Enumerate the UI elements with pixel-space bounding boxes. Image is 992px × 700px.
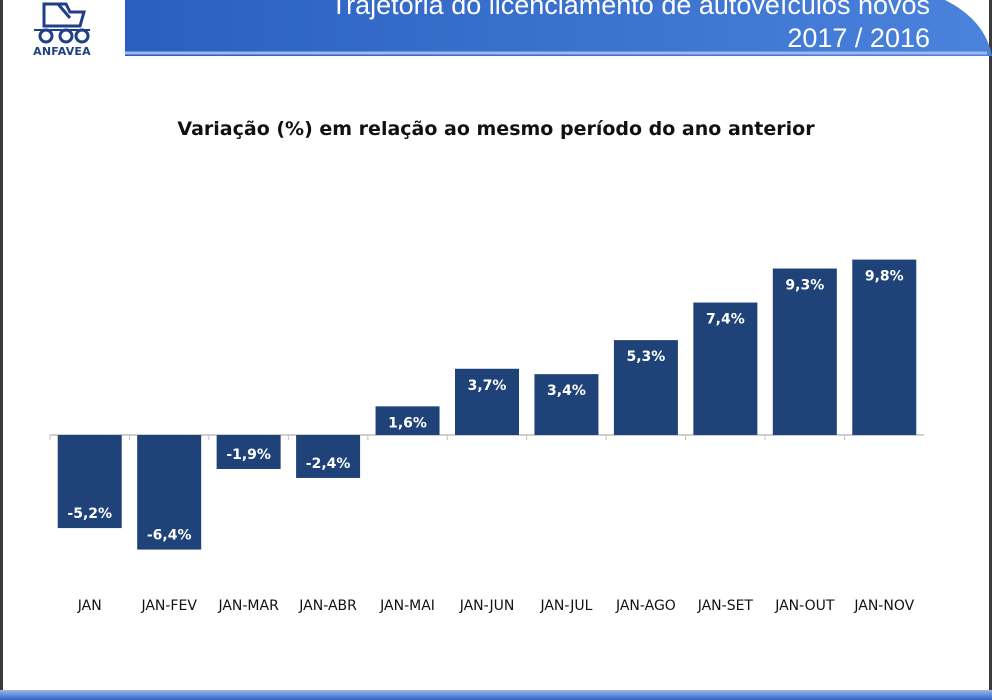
anfavea-logo: ANFAVEA	[30, 0, 94, 62]
bottom-band	[0, 690, 992, 700]
category-label: JAN-OUT	[774, 598, 835, 614]
category-label: JAN-AGO	[615, 598, 676, 614]
data-label: -6,4%	[147, 528, 192, 544]
category-label: JAN	[77, 598, 102, 614]
bar-jan-mai	[375, 406, 440, 435]
bar-jan-nov	[852, 259, 917, 435]
frame-left-border	[0, 0, 3, 700]
bar-jan-out	[772, 268, 837, 435]
category-label: JAN-JUN	[459, 598, 515, 614]
data-label: 1,6%	[388, 415, 427, 431]
frame-right-border	[989, 0, 992, 700]
category-label: JAN-NOV	[853, 598, 914, 614]
page-subtitle: 2017 / 2016	[787, 23, 930, 53]
bar-jan-jul	[534, 374, 599, 435]
data-label: 3,7%	[468, 378, 507, 394]
category-label: JAN-MAR	[217, 598, 279, 614]
data-label: 5,3%	[626, 349, 665, 365]
data-label: -5,2%	[67, 506, 112, 522]
bar-jan-ago	[613, 340, 678, 435]
truck-icon	[34, 2, 90, 44]
bar-jan-set	[693, 302, 758, 435]
data-label: 9,8%	[865, 269, 904, 285]
data-label: 7,4%	[706, 312, 745, 328]
category-label: JAN-JUL	[539, 598, 592, 614]
bar-jan-fev	[137, 435, 202, 550]
chart-title: Variação (%) em relação ao mesmo período…	[177, 118, 815, 140]
data-label: 9,3%	[785, 278, 824, 294]
data-label: 3,4%	[547, 383, 586, 399]
bar-jan-mar	[216, 435, 281, 470]
category-label: JAN-SET	[697, 598, 754, 614]
category-label: JAN-MAI	[379, 598, 435, 614]
category-label: JAN-FEV	[140, 598, 197, 614]
data-label: -2,4%	[306, 456, 351, 472]
logo-text: ANFAVEA	[33, 45, 91, 58]
category-label: JAN-ABR	[298, 598, 357, 614]
page-title: Trajetória do licenciamento de autoveícu…	[330, 0, 930, 20]
bar-chart: -5,2% JAN -6,4% JAN-FEV -1,9% JAN-MAR -2,4% JAN…	[49, 259, 924, 614]
bar-jan-abr	[296, 435, 361, 478]
data-label: -1,9%	[226, 447, 271, 463]
bar-jan	[57, 435, 122, 529]
header-band: Trajetória do licenciamento de autoveícu…	[125, 0, 992, 56]
bar-jan-jun	[455, 368, 519, 435]
